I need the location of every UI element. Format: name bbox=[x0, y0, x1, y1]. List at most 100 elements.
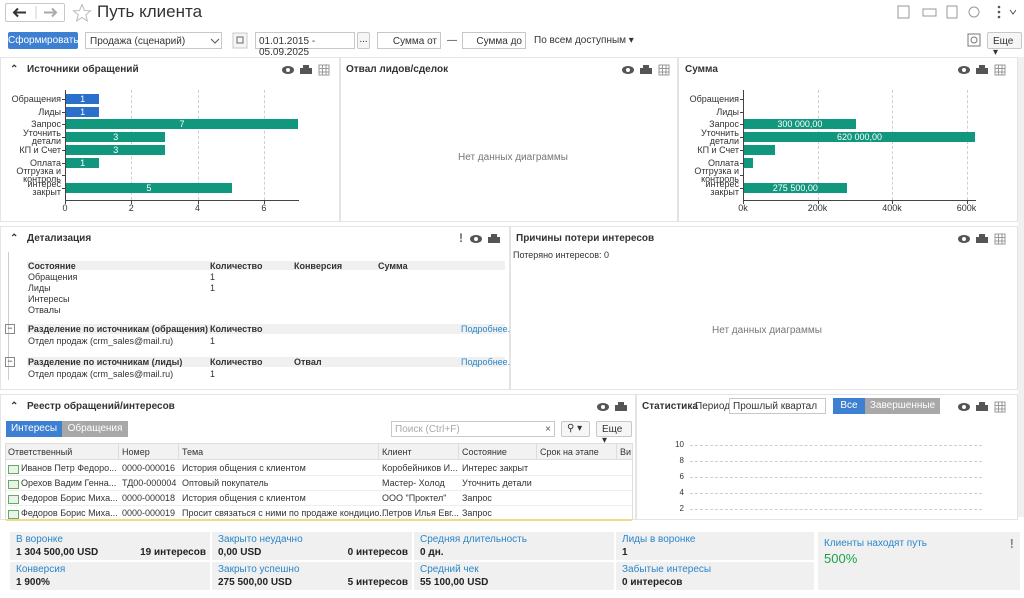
bar bbox=[744, 157, 753, 168]
column-divider bbox=[118, 444, 119, 459]
bar bbox=[66, 144, 166, 155]
table-row[interactable] bbox=[6, 491, 632, 506]
bar bbox=[66, 157, 100, 168]
bar bbox=[744, 119, 856, 130]
search-button[interactable]: ⚲ ▾ bbox=[561, 421, 590, 437]
stats-done-button[interactable]: Завершенные bbox=[865, 398, 940, 414]
sum-dash: — bbox=[447, 35, 457, 46]
period-label: Период: bbox=[695, 401, 733, 412]
card-count: 19 интересов bbox=[140, 547, 206, 558]
sum-to-placeholder: Сумма до bbox=[476, 36, 522, 47]
scenario-controls[interactable] bbox=[208, 32, 248, 49]
table-row[interactable] bbox=[6, 506, 632, 521]
panel-icons[interactable] bbox=[958, 233, 1014, 245]
cell: Федоров Борис Миха... bbox=[21, 493, 118, 503]
data-label: 1 bbox=[80, 106, 86, 117]
x-tick-label: 0k bbox=[738, 203, 748, 213]
y-tick bbox=[62, 149, 65, 151]
panel-icons[interactable] bbox=[958, 401, 1014, 413]
y-tick bbox=[62, 137, 65, 139]
more-link[interactable]: Подробнее. bbox=[461, 324, 511, 334]
data-label: 275 500,00 bbox=[772, 182, 818, 193]
card-count: 0 интересов bbox=[347, 547, 408, 558]
collapse-toggle[interactable]: − bbox=[5, 324, 15, 334]
grid-line bbox=[690, 493, 982, 494]
no-data: Нет данных диаграммы bbox=[712, 325, 822, 336]
scenario-select[interactable]: Продажа (сценарий) bbox=[85, 32, 222, 49]
settings-icon[interactable] bbox=[966, 32, 982, 48]
panel-collapse[interactable]: ⌃ bbox=[10, 64, 19, 75]
y-tick bbox=[740, 111, 743, 113]
cell: Запрос bbox=[462, 493, 492, 503]
cell: История общения с клиентом bbox=[182, 493, 306, 503]
panel-collapse[interactable]: ⌃ bbox=[10, 233, 19, 244]
row-icon bbox=[8, 510, 19, 519]
table-row[interactable] bbox=[6, 476, 632, 491]
panel-title: Источники обращений bbox=[27, 64, 139, 75]
period-value: 01.01.2015 - 05.09.2025 bbox=[259, 36, 316, 58]
y-tick bbox=[62, 175, 65, 177]
sum-from-input[interactable]: Сумма от bbox=[377, 32, 441, 49]
nav-arrows[interactable] bbox=[6, 4, 64, 21]
column-header: Количество bbox=[210, 324, 263, 334]
dropout-panel bbox=[340, 57, 678, 222]
cell: Отвалы bbox=[28, 305, 61, 315]
panel-title: Статистика bbox=[642, 401, 698, 412]
cell: Уточнить детали bbox=[462, 478, 532, 488]
cell: 1 bbox=[210, 336, 216, 346]
card-value: 0 дн. bbox=[420, 547, 444, 558]
column-header: Количество bbox=[210, 357, 263, 367]
card-value: 1 bbox=[622, 547, 628, 558]
card-label: Конверсия bbox=[16, 564, 66, 575]
y-tick-label: Оплата bbox=[30, 157, 61, 168]
x-axis bbox=[743, 200, 976, 201]
more-button[interactable]: Еще ▾ bbox=[987, 32, 1022, 58]
y-tick bbox=[740, 99, 743, 100]
cell: Интерес закрыт bbox=[462, 463, 529, 473]
card-label: Закрыто успешно bbox=[218, 564, 300, 575]
y-tick-label: Оплата bbox=[708, 157, 739, 168]
tab[interactable]: Обращения bbox=[62, 421, 128, 437]
period-button[interactable]: ... bbox=[357, 32, 370, 49]
panel-icons[interactable] bbox=[958, 64, 1014, 76]
panel-icons[interactable] bbox=[622, 64, 678, 76]
scrollbar[interactable] bbox=[1018, 57, 1024, 517]
grid-line bbox=[817, 90, 819, 200]
y-tick-label: 8 bbox=[679, 456, 684, 465]
panel-collapse[interactable]: ⌃ bbox=[10, 401, 19, 412]
panel-icons[interactable] bbox=[470, 233, 526, 245]
more-label: Еще bbox=[602, 424, 623, 435]
favorite-star[interactable] bbox=[72, 3, 92, 23]
search-input[interactable]: Поиск (Ctrl+F) × bbox=[391, 421, 555, 437]
stats-period-select[interactable]: Прошлый квартал bbox=[729, 398, 826, 414]
cell: Мастер- Холод bbox=[382, 478, 445, 488]
x-tick bbox=[743, 200, 744, 204]
grid-line bbox=[690, 509, 982, 510]
column-header: Ви bbox=[620, 447, 632, 457]
more-link[interactable]: Подробнее. bbox=[461, 357, 511, 367]
sum-to-input[interactable]: Сумма до bbox=[462, 32, 526, 49]
cell: Иванов Петр Федоро... bbox=[21, 463, 117, 473]
warning-icon: ! bbox=[1009, 536, 1014, 551]
row-icon bbox=[8, 465, 19, 474]
bar bbox=[66, 119, 298, 130]
card-label: Лиды в воронке bbox=[622, 534, 696, 545]
card: Закрыто успешно 275 500,00 USD 5 интересов bbox=[212, 562, 412, 590]
registry-more[interactable]: Еще ▾ bbox=[596, 421, 632, 446]
panel-icons[interactable] bbox=[597, 401, 653, 413]
generate-button[interactable]: Сформировать bbox=[8, 32, 79, 49]
header-icons[interactable] bbox=[896, 4, 1016, 20]
table-row[interactable] bbox=[6, 461, 632, 476]
period-input[interactable]: 01.01.2015 - 05.09.2025 bbox=[255, 32, 355, 58]
table-header-bg bbox=[6, 444, 632, 460]
bar bbox=[744, 132, 975, 143]
grid-line bbox=[690, 445, 982, 446]
panel-icons[interactable] bbox=[282, 64, 338, 76]
x-axis bbox=[65, 200, 299, 201]
tab-active[interactable]: Интересы bbox=[6, 421, 62, 437]
collapse-toggle[interactable]: − bbox=[5, 357, 15, 367]
x-tick bbox=[131, 200, 133, 204]
scope-select[interactable]: По всем доступным ▾ bbox=[534, 35, 634, 46]
stats-all-button[interactable]: Все bbox=[833, 398, 865, 414]
